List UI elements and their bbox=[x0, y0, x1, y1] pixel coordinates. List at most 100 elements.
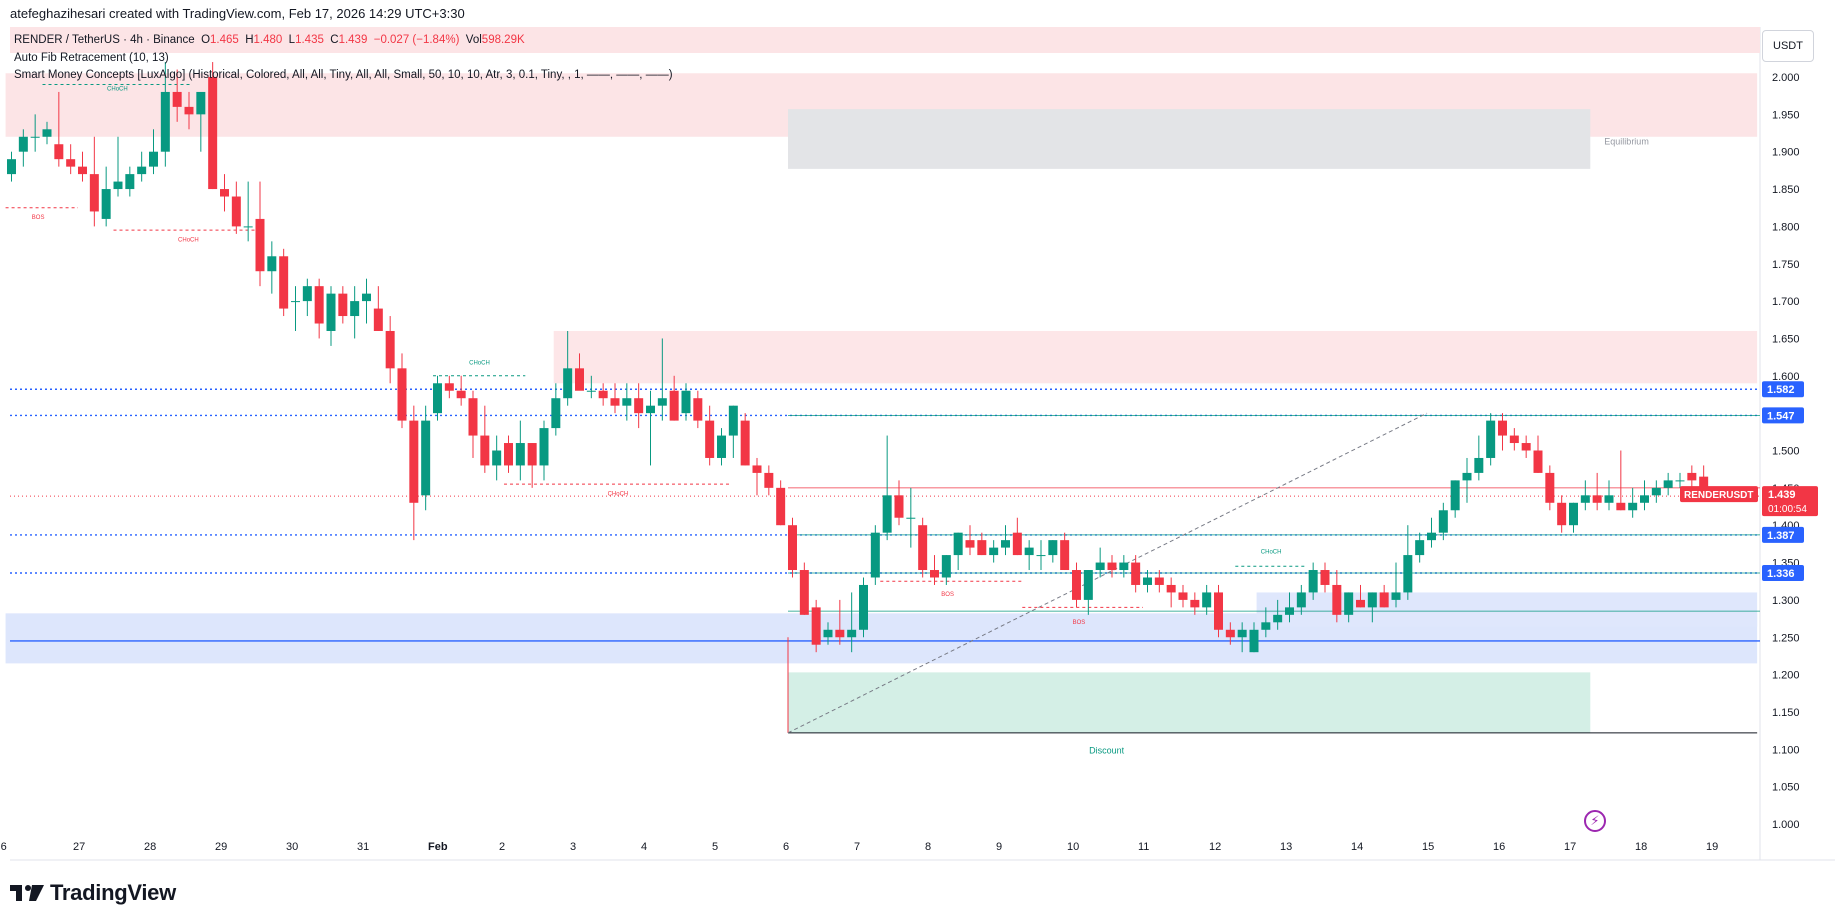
close-value: 1.439 bbox=[338, 34, 368, 46]
time-tick-14: 9 bbox=[996, 841, 1002, 853]
candle-body-74 bbox=[882, 495, 892, 533]
high-value: 1.480 bbox=[253, 34, 283, 46]
supply-zone bbox=[553, 330, 1758, 384]
candle-body-111 bbox=[1320, 570, 1330, 585]
equilibrium-label: Equilibrium bbox=[1604, 136, 1649, 146]
price-tick-6: 1.700 bbox=[1772, 296, 1800, 308]
candle-body-110 bbox=[1308, 570, 1318, 593]
candle-body-52 bbox=[622, 398, 632, 406]
time-tick-8: 3 bbox=[570, 841, 576, 853]
candle-body-7 bbox=[89, 174, 99, 212]
candle-body-117 bbox=[1391, 592, 1401, 600]
candle-body-51 bbox=[610, 398, 620, 406]
candle-body-20 bbox=[243, 226, 253, 228]
candle-body-24 bbox=[291, 301, 300, 303]
candle-body-120 bbox=[1427, 532, 1436, 541]
candle-body-112 bbox=[1332, 584, 1342, 615]
candle-body-67 bbox=[799, 570, 809, 615]
structure-label-4: CHoCH bbox=[608, 491, 629, 497]
candle-body-56 bbox=[669, 390, 679, 421]
candle-body-81 bbox=[965, 540, 975, 548]
price-tick-10: 1.500 bbox=[1772, 446, 1800, 458]
candle-body-28 bbox=[338, 293, 348, 317]
candle-body-97 bbox=[1154, 577, 1164, 585]
candle-body-65 bbox=[776, 487, 786, 526]
candle-body-37 bbox=[444, 383, 454, 391]
candle-body-4 bbox=[54, 144, 64, 160]
candle-body-141 bbox=[1675, 480, 1685, 482]
candle-body-131 bbox=[1557, 502, 1567, 526]
price-tick-3: 1.850 bbox=[1772, 184, 1800, 196]
structure-label-7: CHoCH bbox=[1261, 550, 1282, 556]
open-value: 1.465 bbox=[210, 34, 239, 46]
price-label-1: 1.547 bbox=[1767, 410, 1795, 422]
candle-body-125 bbox=[1486, 420, 1496, 458]
candle-body-137 bbox=[1628, 502, 1638, 511]
price-tick-18: 1.100 bbox=[1772, 744, 1800, 756]
time-tick-6: Feb bbox=[428, 841, 448, 853]
time-tick-3: 29 bbox=[215, 841, 227, 853]
candle-body-47 bbox=[563, 368, 573, 399]
candle-body-133 bbox=[1580, 495, 1590, 503]
candle-body-35 bbox=[421, 420, 431, 496]
candle-body-29 bbox=[350, 301, 360, 317]
price-tick-17: 1.150 bbox=[1772, 707, 1800, 719]
fib-trend-line bbox=[787, 412, 1428, 734]
lightning-icon[interactable]: ⚡ bbox=[1584, 810, 1606, 832]
volume-value: 598.29K bbox=[481, 34, 525, 46]
price-tick-1: 1.950 bbox=[1772, 109, 1800, 121]
candle-body-129 bbox=[1533, 450, 1543, 473]
candle-body-15 bbox=[184, 106, 194, 115]
candle-body-14 bbox=[172, 91, 182, 107]
structure-label-0: CHoCH bbox=[107, 86, 128, 92]
countdown-label: 01:00:54 bbox=[1768, 504, 1807, 515]
candle-body-132 bbox=[1569, 502, 1578, 526]
time-tick-13: 8 bbox=[925, 841, 931, 853]
candle-body-100 bbox=[1190, 599, 1200, 608]
candle-body-115 bbox=[1367, 592, 1377, 608]
time-tick-19: 14 bbox=[1351, 841, 1363, 853]
indicator-legend-smc[interactable]: Smart Money Concepts [LuxAlgo] (Historic… bbox=[14, 69, 673, 81]
price-tick-0: 2.000 bbox=[1772, 72, 1800, 84]
candle-body-134 bbox=[1592, 495, 1602, 503]
candle-body-9 bbox=[113, 181, 123, 190]
time-tick-23: 18 bbox=[1635, 841, 1647, 853]
time-tick-1: 27 bbox=[73, 841, 85, 853]
candle-body-38 bbox=[456, 390, 466, 399]
candle-body-75 bbox=[894, 495, 904, 518]
candle-body-69 bbox=[823, 629, 833, 638]
candle-body-70 bbox=[835, 629, 845, 638]
candle-body-27 bbox=[326, 293, 336, 331]
price-label-bg-0 bbox=[1762, 381, 1804, 398]
current-symbol-bg bbox=[1680, 486, 1758, 503]
candle-body-83 bbox=[989, 547, 999, 556]
indicator-legend-fib[interactable]: Auto Fib Retracement (10, 13) bbox=[14, 52, 169, 64]
candle-body-142 bbox=[1687, 472, 1697, 481]
candle-body-16 bbox=[196, 91, 206, 115]
candle-body-36 bbox=[433, 383, 442, 414]
candle-body-94 bbox=[1119, 562, 1129, 571]
symbol-legend[interactable]: RENDER / TetherUS · 4h · Binance O1.465 … bbox=[14, 34, 525, 46]
time-tick-20: 15 bbox=[1422, 841, 1434, 853]
symbol-name[interactable]: RENDER / TetherUS · 4h · Binance bbox=[14, 34, 195, 46]
tradingview-brand-name: TradingView bbox=[50, 880, 176, 905]
time-tick-22: 17 bbox=[1564, 841, 1576, 853]
candle-body-124 bbox=[1474, 457, 1484, 473]
candle-body-95 bbox=[1131, 562, 1141, 585]
candle-body-79 bbox=[941, 555, 951, 578]
candle-body-18 bbox=[220, 189, 229, 197]
attribution-text: atefeghazihesari created with TradingVie… bbox=[10, 6, 465, 21]
tradingview-logo[interactable]: TradingView bbox=[10, 880, 176, 906]
candle-body-63 bbox=[752, 465, 762, 473]
structure-label-5: BOS bbox=[941, 592, 954, 598]
candle-body-87 bbox=[1036, 555, 1046, 557]
currency-selector[interactable]: USDT bbox=[1762, 30, 1814, 62]
candle-body-136 bbox=[1616, 502, 1626, 511]
time-tick-11: 6 bbox=[783, 841, 789, 853]
change-value: −0.027 (−1.84%) bbox=[373, 34, 460, 46]
candle-body-5 bbox=[66, 159, 76, 167]
price-tick-19: 1.050 bbox=[1772, 782, 1800, 794]
candle-body-84 bbox=[1001, 540, 1010, 548]
price-tick-7: 1.650 bbox=[1772, 333, 1800, 345]
